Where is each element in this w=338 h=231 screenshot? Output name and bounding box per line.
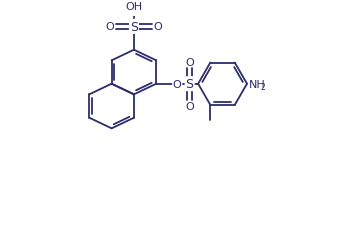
- Text: O: O: [153, 22, 162, 32]
- Text: O: O: [106, 22, 115, 32]
- Text: S: S: [186, 78, 194, 91]
- Text: O: O: [185, 101, 194, 111]
- Text: 2: 2: [260, 82, 265, 91]
- Text: OH: OH: [125, 2, 143, 12]
- Text: S: S: [130, 21, 138, 34]
- Text: O: O: [185, 58, 194, 68]
- Text: O: O: [173, 79, 182, 89]
- Text: NH: NH: [249, 79, 265, 89]
